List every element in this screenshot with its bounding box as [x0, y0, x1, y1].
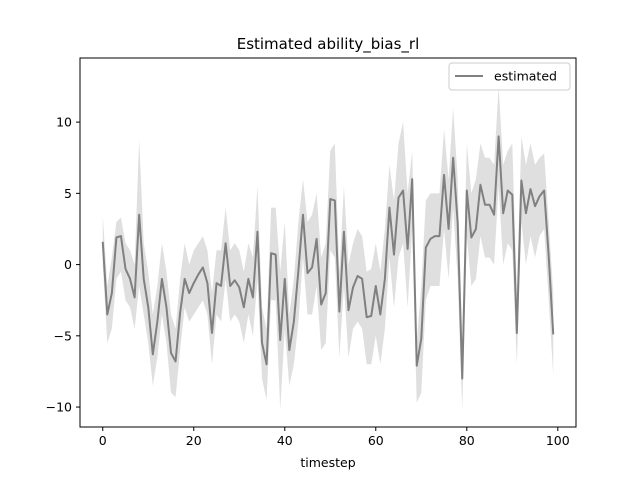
axes-frame — [79, 57, 577, 428]
x-tick-label: 40 — [277, 433, 293, 448]
axes: 0 20 40 60 80 100 −10 −5 0 5 10 — [46, 57, 577, 448]
y-tick-label: 0 — [64, 257, 72, 272]
y-tick-label: 10 — [56, 115, 72, 130]
legend-box — [448, 62, 571, 91]
y-tick-label: 5 — [64, 186, 72, 201]
x-tick-label: 0 — [99, 433, 107, 448]
x-tick-label: 20 — [186, 433, 202, 448]
series-line-estimated — [101, 135, 555, 380]
x-tick-label: 60 — [368, 433, 384, 448]
x-tick-label: 100 — [546, 433, 570, 448]
x-tick-label: 80 — [459, 433, 475, 448]
legend-label-estimated: estimated — [494, 69, 557, 84]
x-axis-label: timestep — [300, 455, 355, 470]
y-tick-label: −5 — [54, 328, 72, 343]
chart-title: Estimated ability_bias_rl — [237, 35, 420, 54]
y-tick-label: −10 — [46, 400, 72, 415]
legend: estimated — [448, 62, 571, 91]
plot-area — [101, 86, 555, 410]
